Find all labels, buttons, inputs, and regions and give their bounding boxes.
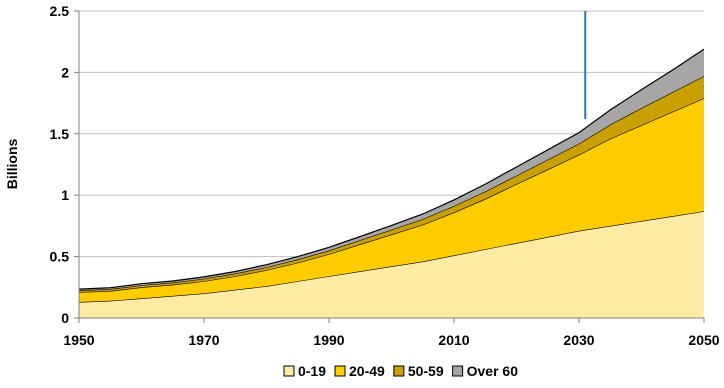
y-tick-label: 2.5 bbox=[50, 3, 70, 19]
axes bbox=[74, 10, 705, 323]
legend-label: Over 60 bbox=[467, 363, 519, 379]
area-series bbox=[78, 48, 705, 318]
y-tick-labels: 0 0.5 1 1.5 2 2.5 bbox=[50, 3, 70, 326]
x-tick-label: 1990 bbox=[313, 332, 344, 348]
y-axis-title: Billions bbox=[4, 139, 20, 190]
legend-label: 0-19 bbox=[298, 363, 326, 379]
y-tick-label: 0 bbox=[61, 310, 69, 326]
y-tick-label: 2 bbox=[61, 64, 69, 80]
x-tick-label: 2010 bbox=[438, 332, 469, 348]
series-line-over-60 bbox=[78, 48, 705, 290]
x-tick-label: 2030 bbox=[563, 332, 594, 348]
legend-swatch bbox=[334, 365, 346, 377]
legend: 0-19 20-49 50-59 Over 60 bbox=[283, 363, 519, 379]
legend-swatch bbox=[283, 365, 295, 377]
y-tick-label: 1 bbox=[61, 187, 69, 203]
legend-label: 50-59 bbox=[408, 363, 444, 379]
area-0-19 bbox=[79, 211, 704, 318]
x-tick-label: 1950 bbox=[63, 332, 94, 348]
legend-label: 20-49 bbox=[349, 363, 385, 379]
x-tick-label: 2050 bbox=[688, 332, 719, 348]
x-tick-label: 1970 bbox=[188, 332, 219, 348]
area-20-49 bbox=[79, 98, 704, 302]
y-tick-label: 0.5 bbox=[50, 249, 70, 265]
legend-swatch bbox=[452, 365, 464, 377]
legend-swatch bbox=[393, 365, 405, 377]
y-tick-label: 1.5 bbox=[50, 126, 70, 142]
x-tick-labels: 1950 1970 1990 2010 2030 2050 bbox=[63, 332, 719, 348]
